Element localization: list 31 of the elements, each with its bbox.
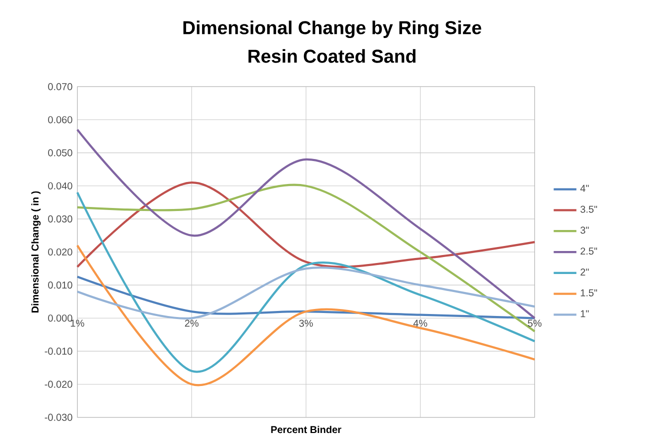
x-axis-title: Percent Binder bbox=[271, 426, 342, 434]
y-tick-label: -0.030 bbox=[44, 414, 72, 421]
legend-label: 2" bbox=[580, 268, 589, 276]
x-tick-label: 2% bbox=[184, 320, 199, 327]
legend-label: 1" bbox=[580, 310, 589, 318]
legend-label: 1.5" bbox=[580, 289, 598, 296]
y-tick-label: 0.000 bbox=[48, 314, 72, 322]
legend-label: 3" bbox=[580, 226, 589, 234]
legend-label: 2.5" bbox=[580, 248, 598, 255]
y-tick-label: 0.050 bbox=[48, 149, 72, 156]
y-tick-label: 0.010 bbox=[48, 282, 72, 289]
y-tick-label: 0.030 bbox=[48, 215, 72, 222]
legend-label: 4" bbox=[580, 184, 589, 192]
chart-title: Dimensional Change by Ring Size bbox=[183, 20, 482, 38]
chart-subtitle: Resin Coated Sand bbox=[248, 49, 416, 63]
y-tick-label: 0.070 bbox=[48, 83, 72, 90]
legend-label: 3.5" bbox=[580, 206, 598, 213]
y-tick-label: 0.040 bbox=[48, 182, 72, 190]
line-series bbox=[76, 276, 536, 320]
y-tick-label: 0.060 bbox=[48, 116, 72, 124]
y-axis-title: Dimensional Change ( in ) bbox=[31, 191, 41, 312]
x-tick-label: 4% bbox=[413, 320, 428, 327]
x-tick-label: 1% bbox=[70, 320, 84, 327]
line-series bbox=[76, 266, 536, 320]
x-tick-label: 3% bbox=[299, 320, 313, 327]
line-series bbox=[76, 128, 536, 320]
y-tick-label: -0.010 bbox=[44, 348, 72, 355]
y-tick-label: -0.020 bbox=[44, 380, 72, 388]
x-tick-label: 5% bbox=[528, 320, 542, 327]
line-series bbox=[76, 181, 536, 268]
y-tick-label: 0.020 bbox=[48, 248, 72, 256]
